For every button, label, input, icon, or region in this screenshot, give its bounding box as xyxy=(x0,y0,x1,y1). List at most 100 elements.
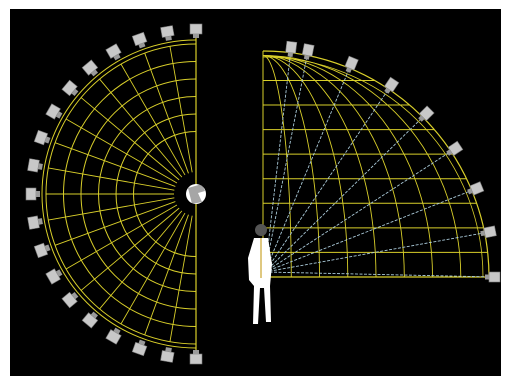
speaker-body xyxy=(45,268,61,285)
grid-longitude xyxy=(262,55,292,278)
speaker-icon xyxy=(27,158,43,173)
speaker-body xyxy=(33,242,49,259)
grid-longitude xyxy=(262,55,377,278)
grid-spoke xyxy=(99,210,183,310)
speaker-body xyxy=(131,341,148,357)
speaker-mount xyxy=(113,327,121,335)
speaker-mount xyxy=(36,191,40,197)
grid-spoke xyxy=(54,201,176,246)
speaker-mount xyxy=(90,311,99,319)
speaker-icon xyxy=(33,129,51,146)
listener-shape xyxy=(186,184,206,204)
speaker-icon xyxy=(480,225,497,239)
speaker-icon xyxy=(81,59,99,77)
speaker-icon xyxy=(344,55,359,73)
grid-spoke xyxy=(120,212,186,325)
speaker-icon xyxy=(383,76,400,94)
listener-head xyxy=(255,224,267,236)
grid-arc-inner xyxy=(262,56,484,278)
speaker-icon xyxy=(467,181,485,196)
grid-spoke xyxy=(144,214,189,336)
speaker-body xyxy=(27,215,40,230)
grid-spoke xyxy=(120,63,186,176)
grid-longitude xyxy=(262,55,320,278)
speaker-body xyxy=(45,103,61,120)
speaker-mount xyxy=(71,88,79,97)
speaker-icon xyxy=(418,105,435,122)
speaker-mount xyxy=(193,34,199,38)
grid-longitude xyxy=(262,55,349,278)
speaker-body xyxy=(189,23,203,35)
grid-spoke xyxy=(169,215,193,342)
grid-spoke xyxy=(65,118,178,184)
speaker-icon xyxy=(131,339,148,357)
grid-spoke xyxy=(48,167,175,191)
speaker-mount xyxy=(37,163,43,170)
grid-longitude xyxy=(262,55,433,278)
grid-spoke xyxy=(99,78,183,178)
left-hemisphere-top-view xyxy=(25,23,206,365)
speaker-mount xyxy=(55,111,63,119)
speaker-icon xyxy=(25,187,40,201)
speaker-icon xyxy=(45,103,63,120)
speaker-body xyxy=(33,129,49,146)
speaker-body xyxy=(61,291,78,309)
speaker-mount xyxy=(113,53,121,61)
sound-ray xyxy=(264,271,496,278)
grid-spoke xyxy=(144,52,189,174)
speaker-body xyxy=(27,158,40,173)
speaker-mount xyxy=(287,52,294,57)
speaker-body xyxy=(285,40,298,54)
sound-ray xyxy=(264,46,292,273)
speaker-icon xyxy=(446,140,464,157)
speaker-icon xyxy=(301,43,315,60)
grid-arc-outer xyxy=(262,50,490,278)
speaker-icon xyxy=(485,271,501,283)
speaker-mount xyxy=(44,136,51,144)
speaker-icon xyxy=(160,25,175,41)
speaker-body xyxy=(301,43,315,57)
speaker-body xyxy=(483,225,497,239)
speaker-mount xyxy=(138,42,146,49)
speaker-mount xyxy=(480,230,486,237)
listener-side-view-icon xyxy=(248,224,272,324)
speaker-icon xyxy=(160,347,175,363)
speaker-mount xyxy=(193,350,199,354)
speaker-icon xyxy=(189,23,203,38)
speaker-mount xyxy=(71,291,79,300)
speaker-mount xyxy=(467,188,473,195)
grid-spoke xyxy=(169,46,193,173)
grid-longitude xyxy=(262,55,405,278)
grid-spoke xyxy=(65,204,178,270)
speaker-body xyxy=(189,353,203,365)
sound-ray xyxy=(264,231,491,273)
speaker-mount xyxy=(345,67,352,73)
speaker-mount xyxy=(90,69,99,77)
sound-ray xyxy=(264,187,478,273)
speaker-body xyxy=(160,350,175,363)
sound-ray xyxy=(264,147,457,273)
speaker-mount xyxy=(384,87,391,94)
speaker-mount xyxy=(37,218,43,225)
grid-arc-outer xyxy=(41,39,197,349)
speaker-icon xyxy=(285,40,298,57)
speaker-icon xyxy=(45,268,63,285)
grid-spoke xyxy=(54,142,176,187)
speaker-body xyxy=(105,43,122,59)
speaker-icon xyxy=(81,311,99,329)
right-quarter-side-view xyxy=(248,40,501,324)
sound-ray xyxy=(264,49,309,273)
grid-spoke xyxy=(80,207,180,291)
speaker-icon xyxy=(61,79,79,97)
speaker-body xyxy=(488,271,501,283)
speaker-mount xyxy=(485,274,489,280)
speaker-icon xyxy=(131,31,148,49)
speaker-mount xyxy=(138,339,146,346)
speaker-icon xyxy=(61,291,79,309)
speaker-icon xyxy=(33,242,51,259)
listener-body xyxy=(248,238,272,324)
sound-ray xyxy=(264,62,353,273)
speaker-mount xyxy=(44,244,51,252)
